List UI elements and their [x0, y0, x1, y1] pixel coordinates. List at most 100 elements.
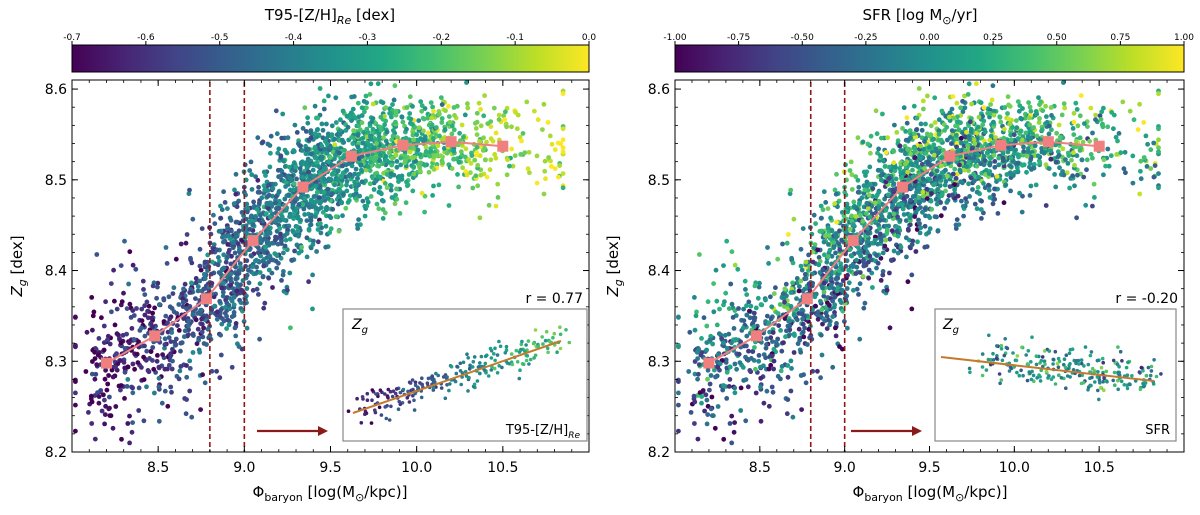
data-point: [410, 155, 416, 161]
data-point: [1033, 182, 1039, 188]
data-point: [313, 183, 319, 189]
data-point: [411, 137, 416, 143]
data-point: [147, 356, 152, 361]
data-point: [234, 288, 240, 294]
data-point: [320, 209, 326, 215]
inset-point: [412, 398, 416, 403]
data-point: [320, 135, 326, 141]
data-point: [355, 226, 361, 231]
data-point: [932, 214, 938, 220]
data-point: [1143, 133, 1149, 139]
data-point: [344, 182, 349, 188]
x-tick-label: 10.0: [401, 460, 432, 476]
data-point: [323, 166, 328, 172]
data-point: [211, 242, 217, 248]
data-point: [231, 201, 237, 207]
data-point: [764, 388, 770, 394]
data-point: [857, 239, 863, 244]
data-point: [443, 108, 448, 114]
data-point: [1137, 191, 1143, 197]
data-point: [989, 97, 995, 103]
data-point: [994, 174, 1000, 179]
data-point: [813, 221, 818, 227]
data-point: [748, 356, 754, 361]
y-axis-label: Zg [dex]: [8, 235, 29, 297]
data-point: [1048, 105, 1054, 110]
data-point: [1057, 134, 1063, 140]
inset-point: [453, 379, 458, 384]
data-point: [888, 257, 894, 263]
data-point: [184, 232, 190, 237]
data-point: [1081, 174, 1087, 180]
data-point: [713, 374, 718, 380]
data-point: [274, 265, 280, 271]
data-point: [803, 276, 809, 281]
data-point: [776, 323, 782, 328]
data-point: [452, 113, 457, 118]
data-point: [265, 239, 271, 244]
data-point: [726, 306, 732, 311]
data-point: [353, 166, 359, 172]
data-point: [344, 179, 350, 184]
data-point: [560, 171, 566, 177]
data-point: [367, 92, 373, 97]
data-point: [769, 304, 775, 310]
data-point: [294, 224, 300, 230]
data-point: [901, 212, 907, 217]
data-point: [181, 334, 187, 340]
data-point: [205, 268, 210, 273]
data-point: [242, 162, 248, 168]
data-point: [744, 312, 750, 318]
data-point: [102, 421, 107, 427]
data-point: [284, 150, 289, 155]
data-point: [287, 175, 293, 181]
data-point: [695, 356, 700, 361]
data-point: [880, 111, 885, 117]
median-marker: [445, 136, 457, 148]
data-point: [803, 259, 809, 265]
data-point: [920, 98, 926, 104]
data-point: [860, 218, 866, 224]
data-point: [844, 258, 850, 264]
data-point: [89, 421, 95, 426]
inset-point: [443, 396, 448, 401]
data-point: [232, 187, 237, 193]
inset-point: [536, 344, 540, 349]
data-point: [365, 129, 371, 135]
data-point: [830, 298, 835, 304]
data-point: [111, 267, 116, 273]
data-point: [478, 172, 484, 178]
data-point: [836, 268, 842, 274]
data-point: [410, 104, 415, 109]
data-point: [799, 311, 805, 317]
data-point: [209, 368, 215, 374]
data-point: [378, 152, 383, 158]
data-point: [477, 139, 482, 144]
data-point: [845, 272, 850, 278]
data-point: [901, 105, 907, 111]
data-point: [771, 346, 777, 352]
data-point: [1075, 123, 1081, 129]
data-point: [136, 339, 142, 345]
data-point: [380, 161, 385, 167]
inset-point: [363, 409, 368, 414]
data-point: [866, 259, 871, 265]
data-point: [121, 360, 127, 365]
data-point: [380, 207, 386, 212]
data-point: [771, 366, 776, 372]
data-point: [173, 256, 179, 262]
data-point: [382, 122, 387, 128]
data-point: [1138, 176, 1144, 182]
inset-point: [485, 353, 489, 358]
data-point: [294, 130, 300, 135]
data-point: [128, 315, 134, 320]
data-point: [278, 255, 284, 261]
data-point: [909, 306, 915, 312]
data-point: [209, 259, 215, 265]
data-point: [560, 137, 566, 143]
data-point: [149, 315, 155, 321]
data-point: [755, 295, 761, 301]
data-point: [1032, 162, 1037, 167]
data-point: [919, 135, 925, 141]
data-point: [139, 318, 145, 324]
